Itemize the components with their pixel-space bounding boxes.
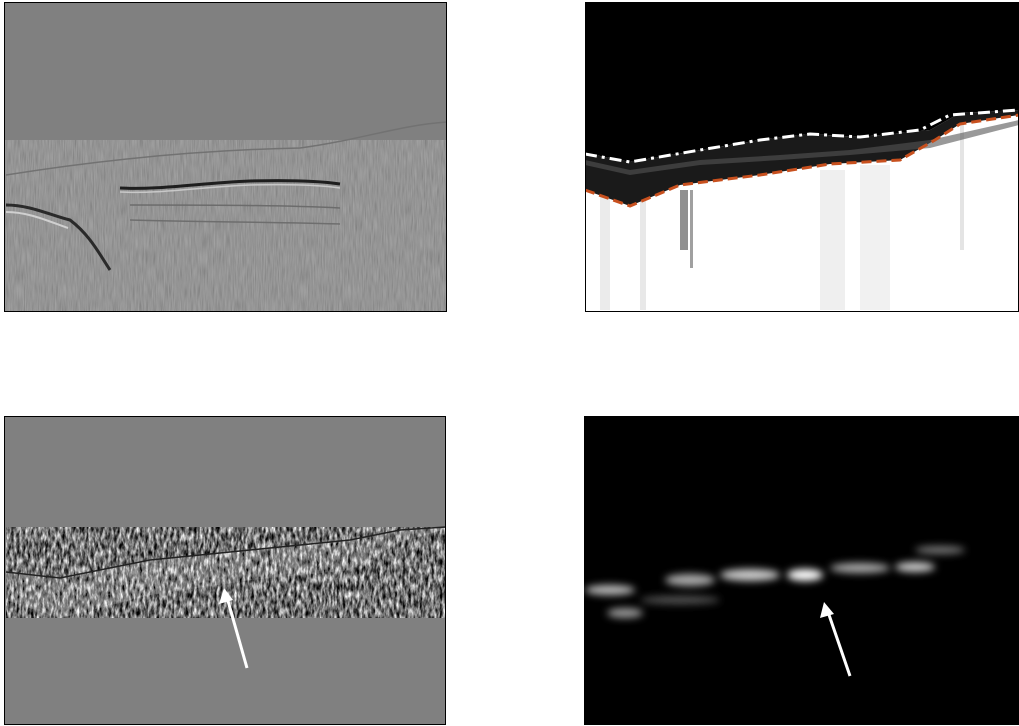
blob: [895, 562, 935, 572]
streak: [860, 165, 890, 310]
masked-seismic-panel: [4, 416, 446, 725]
figure: [0, 0, 1019, 726]
blob: [915, 546, 965, 554]
streak: [690, 190, 693, 268]
blob: [640, 596, 720, 604]
streak: [600, 190, 610, 310]
attribute-panel: [584, 416, 1019, 725]
streak: [820, 170, 845, 310]
seismic-panel: [4, 2, 447, 312]
blob: [607, 608, 643, 618]
blob: [720, 569, 780, 581]
probability-panel: [585, 2, 1019, 312]
streak: [680, 190, 688, 250]
streak: [640, 200, 646, 310]
blob: [585, 585, 635, 595]
blob: [665, 574, 715, 586]
blob: [787, 569, 823, 581]
blob: [830, 563, 890, 573]
